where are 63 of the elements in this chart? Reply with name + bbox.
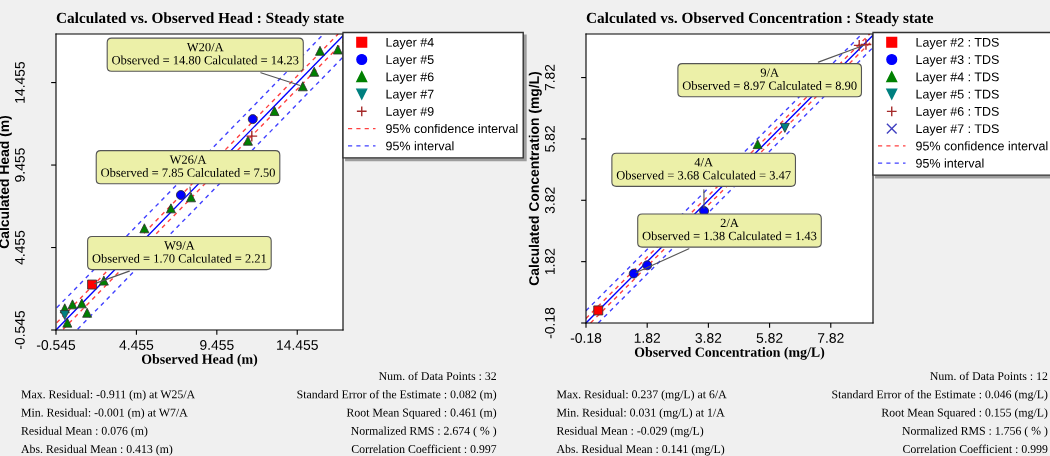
y-tick-label: 7.82 (544, 64, 555, 91)
point (245, 130, 258, 143)
chart-title: Calculated vs. Observed Head : Steady state (56, 12, 344, 27)
legend-label: Layer #6 (386, 72, 434, 84)
x-axis-title: Observed Concentration (mg/L) (634, 347, 825, 360)
x-tick-label: 3.82 (695, 333, 722, 343)
text: Residual Mean : 0.076 (m) (21, 426, 148, 438)
legend-label: 95% interval (916, 158, 984, 168)
text: Normalized RMS : 1.756 ( % ) (902, 426, 1048, 438)
text: Min. Residual: 0.031 (mg/L) at 1/A (556, 408, 725, 419)
y-tick-label: 1.82 (544, 248, 555, 275)
annotation: W20/A Observed = 14.80 Calculated = 14.23 (112, 42, 299, 65)
text: Abs. Residual Mean : 0.141 (mg/L) (556, 444, 725, 456)
x-tick-label: 14.455 (277, 340, 318, 350)
text: Num. of Data Points : 12 (930, 371, 1048, 381)
y-tick-label: 3.82 (544, 187, 555, 214)
legend-label: Layer #4 : TDS (916, 72, 999, 84)
text: Standard Error of the Estimate : 0.046 (mg/L) (832, 389, 1048, 401)
x-axis-title: Observed Head (m) (141, 354, 258, 367)
text: Correlation Coefficient : 0.997 (351, 444, 497, 454)
x-tick-label: 4.455 (119, 340, 154, 350)
text: Num. of Data Points : 32 (378, 371, 496, 381)
text: Root Mean Squared : 0.155 (mg/L) (881, 408, 1048, 419)
x-tick-label: -0.18 (570, 333, 602, 343)
legend-label: Layer #5 : TDS (916, 89, 999, 102)
x-tick-label: -0.545 (36, 340, 76, 350)
x-tick-label: 7.82 (817, 333, 844, 343)
legend-label: Layer #3 : TDS (916, 55, 999, 67)
x-tick-label: 1.82 (634, 333, 661, 343)
legend-label: Layer #7 : TDS (916, 124, 999, 136)
y-tick-label: 14.455 (15, 61, 25, 103)
legend-label: Layer #7 (386, 89, 434, 101)
text: Min. Residual: -0.001 (m) at W7/A (21, 408, 188, 419)
text: Normalized RMS : 2.674 ( % ) (351, 426, 497, 438)
annotation: W9/A Observed = 1.70 Calculated = 2.21 (92, 241, 267, 263)
point (853, 39, 866, 52)
legend-label: 95% confidence interval (916, 141, 1048, 151)
text: Standard Error of the Estimate : 0.082 (m) (297, 389, 497, 401)
legend-label: Layer #2 : TDS (916, 37, 999, 50)
legend-label: Layer #6 : TDS (916, 106, 999, 119)
x-tick-label: 9.455 (200, 340, 234, 350)
legend-label: Layer #5 (386, 55, 434, 67)
y-axis-title: Calculated Concentration (mg/L) (528, 71, 542, 286)
annotation: 9/A Observed = 8.97 Calculated = 8.90 (682, 68, 857, 90)
legend-label: 95% confidence interval (386, 123, 518, 134)
legend-label: Layer #9 (386, 106, 434, 119)
text: Root Mean Squared : 0.461 (m) (346, 408, 497, 419)
y-tick-label: 4.455 (15, 230, 25, 265)
annotation: 2/A Observed = 1.38 Calculated = 1.43 (642, 218, 817, 241)
annotation: W26/A Observed = 7.85 Calculated = 7.50 (101, 155, 275, 177)
text: Max. Residual: -0.911 (m) at W25/A (21, 390, 196, 401)
legend-label: 95% interval (386, 141, 454, 151)
text: Residual Mean : -0.029 (mg/L) (556, 426, 704, 438)
annotation: 4/A Observed = 3.68 Calculated = 3.47 (616, 158, 791, 180)
y-tick-label: 9.455 (14, 148, 25, 182)
text: Correlation Coefficient : 0.999 (903, 444, 1048, 454)
legend-label: Layer #4 (386, 37, 434, 50)
y-tick-label: 5.82 (544, 126, 555, 152)
text: Max. Residual: 0.237 (mg/L) at 6/A (556, 389, 727, 401)
chart-title: Calculated vs. Observed Concentration : Steady state (586, 12, 934, 27)
point (859, 38, 873, 51)
text: Abs. Residual Mean : 0.413 (m) (21, 444, 173, 456)
x-tick-label: 5.82 (756, 333, 783, 343)
